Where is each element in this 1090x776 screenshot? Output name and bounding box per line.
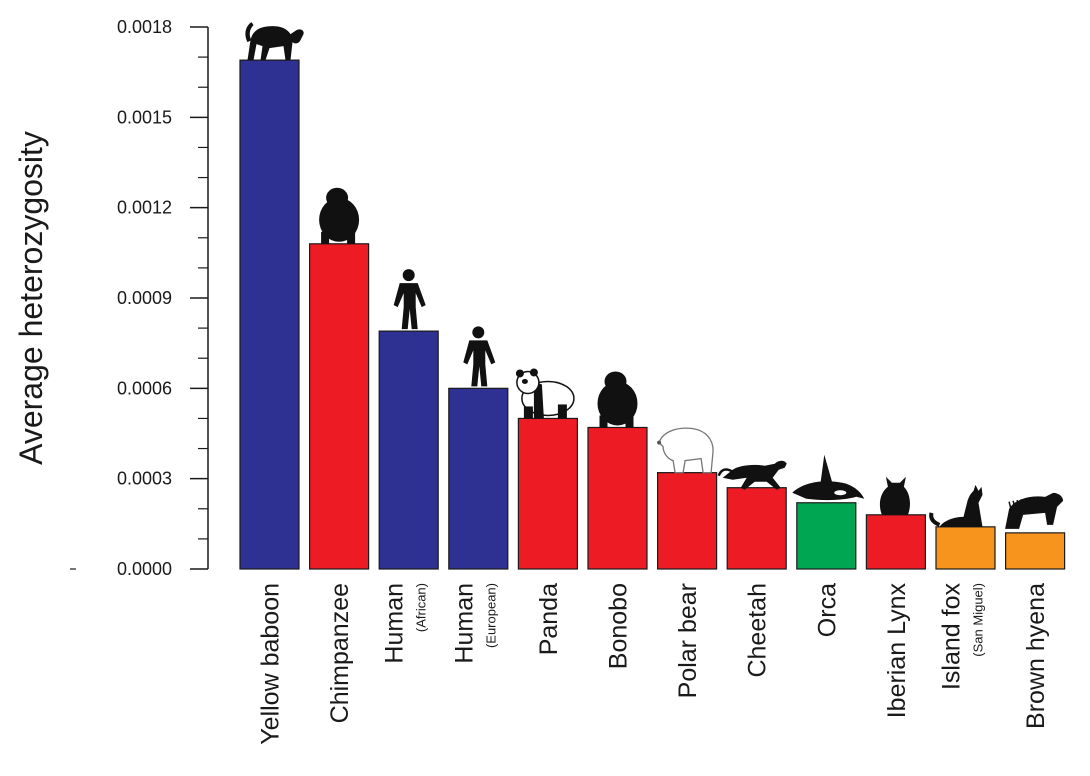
chimpanzee-icon bbox=[319, 187, 360, 244]
cheetah-icon bbox=[717, 460, 787, 490]
y-tick-label: 0.0000 bbox=[117, 559, 172, 579]
y-axis: 0.0000 0.0003 0.0006 0.0009 0.0012 0.0015 0.00… bbox=[70, 17, 209, 579]
bonobo-icon bbox=[597, 371, 638, 428]
category-label: Brown hyena bbox=[1022, 583, 1050, 729]
category-label: Iberian Lynx bbox=[883, 583, 911, 719]
panda-icon bbox=[515, 368, 575, 419]
bar-3 bbox=[448, 387, 509, 570]
bar-6 bbox=[656, 472, 718, 570]
human-icon bbox=[463, 326, 496, 387]
category-label: Cheetah bbox=[744, 583, 772, 678]
category-sublabel: (European) bbox=[483, 583, 498, 648]
bar-10 bbox=[935, 526, 996, 570]
category-label: Panda bbox=[535, 583, 563, 655]
category-label: Bonobo bbox=[605, 583, 633, 669]
bar-1 bbox=[309, 243, 370, 570]
animal-icons bbox=[245, 22, 1064, 529]
category-label: Orca bbox=[813, 583, 841, 637]
y-tick-label: 0.0015 bbox=[117, 107, 172, 127]
y-tick-label: 0.0003 bbox=[117, 469, 172, 489]
y-tick-label: 0.0009 bbox=[117, 288, 172, 308]
category-label: Island fox bbox=[938, 583, 966, 691]
y-tick-label: 0.0006 bbox=[117, 378, 172, 398]
bars bbox=[239, 59, 1066, 570]
category-label: Polar bear bbox=[674, 583, 702, 698]
bar-0 bbox=[239, 59, 300, 570]
category-sublabel: (African) bbox=[414, 583, 429, 632]
category-label: Yellow baboon bbox=[257, 583, 285, 745]
category-label: Human bbox=[381, 583, 409, 664]
bar-4 bbox=[517, 417, 579, 570]
bar-5 bbox=[587, 426, 648, 570]
category-sublabel: (San Miguel) bbox=[971, 583, 986, 657]
human-icon bbox=[393, 269, 426, 330]
bar-9 bbox=[865, 514, 927, 570]
y-tick-label: 0.0018 bbox=[117, 17, 172, 37]
baboon-icon bbox=[245, 22, 304, 61]
y-axis-title: Average heterozygosity bbox=[13, 131, 49, 465]
bar-8 bbox=[796, 502, 857, 570]
bar-7 bbox=[726, 487, 787, 570]
orca-icon bbox=[792, 454, 865, 501]
bar-11 bbox=[1004, 532, 1066, 570]
hyena-icon bbox=[1005, 492, 1064, 529]
category-label: Human bbox=[450, 583, 478, 664]
polar-bear-icon bbox=[657, 427, 714, 474]
bar-2 bbox=[378, 330, 439, 570]
fox-icon bbox=[929, 484, 983, 527]
category-labels: Yellow baboon Chimpanzee Human (African) Hum… bbox=[257, 583, 1051, 745]
category-label: Chimpanzee bbox=[326, 583, 354, 723]
lynx-icon bbox=[879, 476, 910, 515]
y-tick-label: 0.0012 bbox=[117, 198, 172, 218]
